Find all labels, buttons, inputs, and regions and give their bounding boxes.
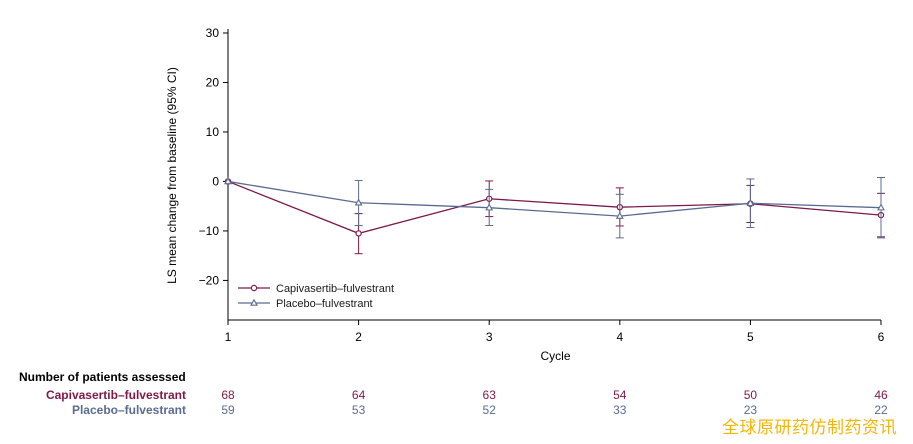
y-axis-label: LS mean change from baseline (95% CI) bbox=[165, 67, 179, 284]
series-2 bbox=[224, 176, 885, 239]
risk-count: 33 bbox=[613, 403, 627, 417]
risk-count: 50 bbox=[744, 388, 758, 402]
data-point bbox=[877, 203, 885, 211]
series-line bbox=[227, 180, 882, 217]
legend-marker bbox=[250, 284, 258, 292]
legend-marker bbox=[250, 298, 258, 306]
risk-count: 64 bbox=[352, 388, 366, 402]
legend-label: Capivasertib–fulvestrant bbox=[276, 283, 394, 295]
risk-count: 46 bbox=[874, 388, 888, 402]
series-1 bbox=[224, 178, 885, 255]
risk-count: 22 bbox=[874, 403, 888, 417]
x-tick-label: 5 bbox=[747, 330, 754, 344]
risk-row-label: Placebo–fulvestrant bbox=[72, 403, 186, 417]
x-tick-label: 1 bbox=[225, 330, 232, 344]
data-point bbox=[224, 177, 232, 185]
series-line bbox=[227, 180, 882, 235]
risk-table: Number of patients assessed Capivasertib–… bbox=[19, 370, 888, 417]
risk-table-title: Number of patients assessed bbox=[19, 370, 186, 384]
data-point bbox=[615, 211, 624, 219]
risk-count: 53 bbox=[352, 403, 366, 417]
y-tick-label: 10 bbox=[206, 125, 220, 139]
y-tick-label: 0 bbox=[212, 174, 219, 188]
data-point bbox=[354, 198, 363, 206]
data-point bbox=[355, 230, 362, 237]
y-tick-label: 30 bbox=[206, 26, 220, 40]
x-axis-label: Cycle bbox=[540, 349, 570, 363]
legend: Capivasertib–fulvestrant Placebo–fulvestr… bbox=[238, 283, 394, 310]
risk-row-label: Capivasertib–fulvestrant bbox=[46, 388, 186, 402]
x-tick-label: 2 bbox=[355, 330, 362, 344]
x-tick-label: 4 bbox=[616, 330, 623, 344]
x-tick-label: 3 bbox=[486, 330, 493, 344]
y-tick-label: 20 bbox=[206, 75, 220, 89]
y-tick-label: −10 bbox=[199, 224, 220, 238]
data-point bbox=[485, 203, 494, 211]
risk-count: 23 bbox=[744, 403, 758, 417]
y-tick-label: −20 bbox=[199, 273, 220, 287]
risk-count: 52 bbox=[483, 403, 497, 417]
risk-count: 54 bbox=[613, 388, 627, 402]
risk-count: 63 bbox=[483, 388, 497, 402]
series-layer bbox=[224, 176, 885, 255]
legend-label: Placebo–fulvestrant bbox=[276, 298, 373, 310]
watermark-text: 全球原研药仿制药资讯 bbox=[722, 418, 897, 438]
axes: 30 20 10 0 −10 −20 1 2 3 4 5 6 Cycle LS mean change f… bbox=[165, 26, 885, 363]
data-point bbox=[746, 198, 755, 206]
x-tick-label: 6 bbox=[878, 330, 885, 344]
risk-count: 68 bbox=[221, 388, 235, 402]
risk-count: 59 bbox=[221, 403, 235, 417]
